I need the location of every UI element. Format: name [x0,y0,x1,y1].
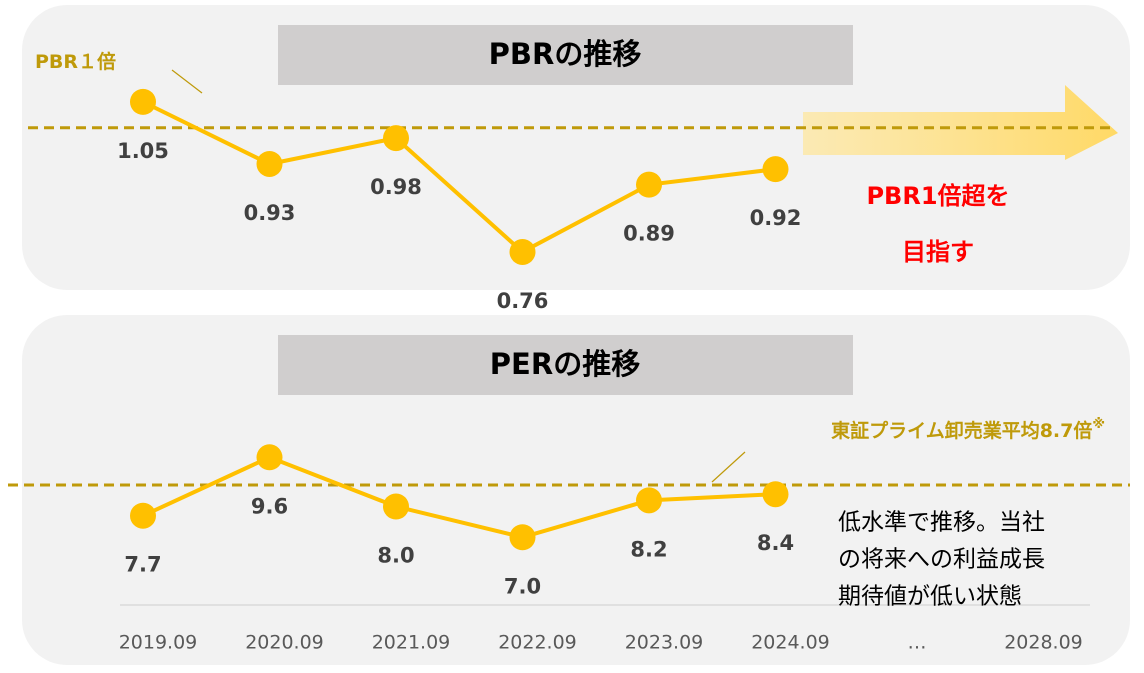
annotation: 低水準で推移。当社 [838,510,1045,536]
callout-line [711,451,746,483]
reference-label-text: 東証プライム卸売業平均8.7倍 [831,419,1092,442]
data-point [130,88,156,115]
value-label: 0.93 [244,201,296,225]
value-label: 8.2 [630,537,667,561]
series-line [142,100,776,255]
value-label: 0.92 [750,206,802,230]
reference-label-text: PBR１倍 [35,50,116,73]
value-label: 7.0 [504,574,541,598]
x-tick-label: 2028.09 [1004,632,1083,654]
data-point [130,502,156,529]
x-tick-label: 2023.09 [625,632,704,654]
data-point [509,238,536,265]
annotation: 期待値が低い状態 [838,584,1022,610]
annotation: の将来への利益成長 [838,547,1045,573]
value-label: 0.89 [623,222,675,246]
value-label: 9.6 [251,494,288,518]
value-label: 8.0 [377,544,414,568]
data-point [509,524,536,551]
value-label: 7.7 [124,553,161,577]
value-label: 8.4 [757,531,794,555]
title-box [278,25,853,85]
x-tick-label: 2022.09 [498,632,577,654]
reference-label: 東証プライム卸売業平均8.7倍※ [831,417,1105,442]
value-label: 1.05 [117,139,169,163]
reference-label: PBR１倍 [35,50,116,73]
title-box [278,335,853,395]
data-point [636,487,662,514]
series-line [142,455,776,540]
data-point [256,150,283,177]
reference-note: ※ [1092,417,1105,432]
callout-line [171,69,203,94]
annotation: 目指す [902,238,974,266]
x-tick-label: 2020.09 [245,632,324,654]
data-point [383,493,409,520]
x-tick-label: … [908,632,927,654]
value-label: 0.76 [497,289,549,313]
x-tick-label: 2024.09 [751,632,830,654]
chart-title: PERの推移 [490,347,640,381]
annotation: PBR1倍超を [866,182,1009,210]
arrow [803,85,1118,160]
chart-title: PBRの推移 [489,37,642,71]
data-point [256,444,283,471]
data-point [762,156,789,183]
data-point [636,171,662,198]
panel [22,315,1130,665]
data-point [762,481,789,508]
x-tick-label: 2019.09 [119,632,198,654]
x-tick-label: 2021.09 [372,632,451,654]
data-point [383,125,409,152]
value-label: 0.98 [370,175,422,199]
